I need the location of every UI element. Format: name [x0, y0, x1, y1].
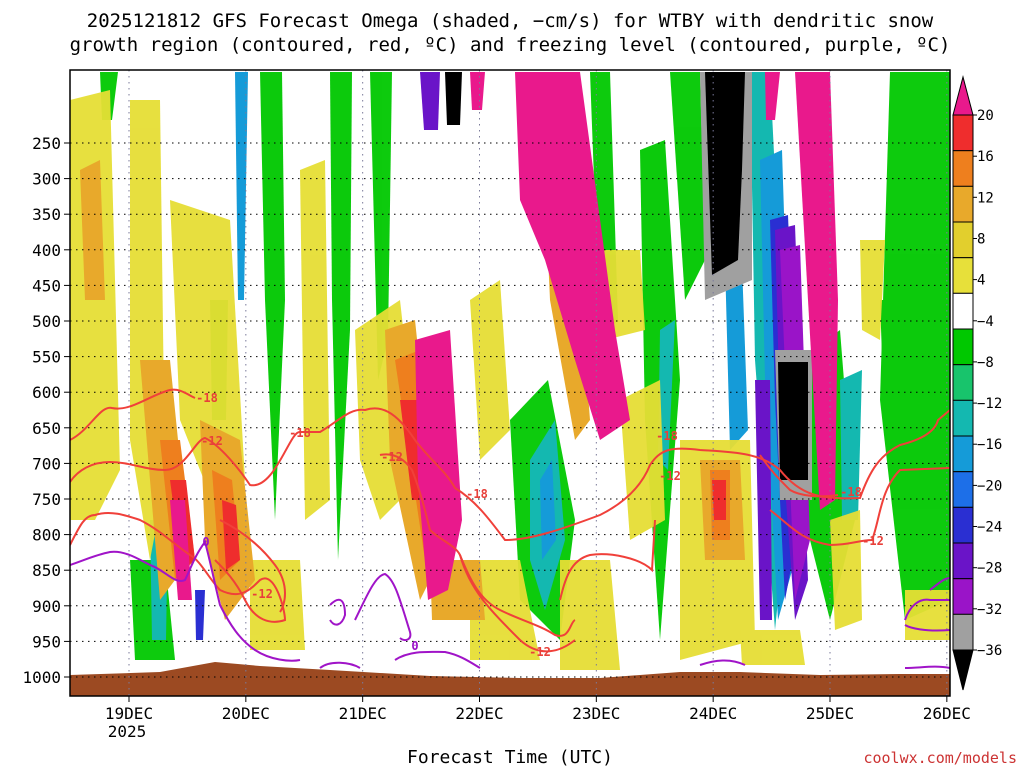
colorbar-label: 8	[977, 232, 985, 248]
dendritic-contour-label: -18	[656, 429, 678, 443]
dendritic-contours	[70, 388, 950, 653]
x-year-label: 2025	[108, 722, 147, 741]
colorbar-label: −4	[977, 314, 994, 330]
y-tick-label-500: 500	[32, 312, 61, 331]
colorbar-label: −12	[977, 396, 1002, 412]
colorbar-segment	[952, 542, 974, 580]
y-tick-label-850: 850	[32, 561, 61, 580]
colorbar-segment	[952, 292, 974, 330]
plot-frame	[69, 69, 951, 697]
dendritic-contour-label: -18	[289, 426, 311, 440]
dendritic-contour-label: -12	[251, 587, 273, 601]
freezing-contour-label: 0	[202, 535, 209, 549]
y-tick-label-900: 900	[32, 597, 61, 616]
dendritic-contour-label: -12	[529, 645, 551, 659]
y-tick-label-750: 750	[32, 490, 61, 509]
x-tick-label-24DEC: 24DEC	[689, 704, 737, 723]
dendritic-contour-label: -12	[381, 450, 403, 464]
y-tick-label-350: 350	[32, 205, 61, 224]
colorbar-segment	[952, 364, 974, 401]
x-tick-label-19DEC: 19DEC	[105, 704, 153, 723]
terrain-surface	[70, 662, 950, 696]
colorbar-segment	[952, 506, 974, 544]
dendritic-contour-label: -12	[862, 534, 884, 548]
dendritic-contour-label: -12	[659, 469, 681, 483]
x-tick-label-23DEC: 23DEC	[572, 704, 620, 723]
colorbar-segment	[952, 150, 974, 187]
colorbar-bottom-arrow	[952, 649, 974, 691]
chart-title-line2: growth region (contoured, red, ºC) and f…	[70, 34, 951, 56]
x-tick-label-25DEC: 25DEC	[806, 704, 854, 723]
colorbar-segment	[952, 399, 974, 437]
chart-title-line1: 2025121812 GFS Forecast Omega (shaded, −…	[87, 10, 934, 32]
y-axis-pressure: 250 300 350 400 450 500 550 600 650 700 750 800 850 9…	[22, 134, 70, 687]
colorbar-segment	[952, 613, 974, 651]
colorbar-label: 16	[977, 149, 994, 165]
colorbar-segment	[952, 257, 974, 294]
colorbar-top-arrow	[952, 75, 974, 116]
source-credit: coolwx.com/models	[863, 749, 1017, 767]
colorbar-label: 12	[977, 190, 994, 206]
y-tick-label-550: 550	[32, 348, 61, 367]
y-tick-label-450: 450	[32, 276, 61, 295]
y-tick-label-300: 300	[32, 170, 61, 189]
dendritic-contour-label: -12	[201, 434, 223, 448]
y-tick-label-700: 700	[32, 454, 61, 473]
y-tick-label-950: 950	[32, 632, 61, 651]
y-tick-label-650: 650	[32, 419, 61, 438]
colorbar-label: 20	[977, 108, 994, 124]
x-axis-title: Forecast Time (UTC)	[407, 747, 613, 768]
y-tick-label-250: 250	[32, 134, 61, 153]
x-tick-label-21DEC: 21DEC	[339, 704, 387, 723]
colorbar-segment	[952, 221, 974, 259]
colorbar-segment	[952, 435, 974, 473]
colorbar-segment	[952, 471, 974, 508]
y-tick-label-400: 400	[32, 241, 61, 260]
x-tick-label-26DEC: 26DEC	[923, 704, 971, 723]
freezing-level-contours	[70, 539, 950, 669]
pressure-gridlines	[70, 70, 950, 696]
omega-shading	[70, 72, 950, 696]
colorbar-label: 4	[977, 273, 985, 289]
y-tick-label-1000: 1000	[22, 668, 61, 687]
x-tick-label-20DEC: 20DEC	[222, 704, 270, 723]
colorbar-legend: 20 16 12 8 4 −4 −8 −12 −16 −20 −24 −28 −32 −36	[952, 75, 1002, 691]
colorbar-label: −36	[977, 643, 1002, 659]
dendritic-contour-label: -18	[196, 391, 218, 405]
contour-labels: -18 -12 -18 -12 -18 -12 -18 -12 -18 -12 -12 0 0	[196, 391, 884, 659]
x-tick-label-22DEC: 22DEC	[455, 704, 503, 723]
colorbar-label: −24	[977, 520, 1002, 536]
freezing-contour-label: 0	[411, 639, 418, 653]
dendritic-contour-label: -18	[466, 487, 488, 501]
colorbar-segment	[952, 578, 974, 615]
colorbar-label: −20	[977, 478, 1002, 494]
colorbar-segment	[952, 185, 974, 223]
colorbar-segment	[952, 114, 974, 152]
x-axis-time: 19DEC 20DEC 21DEC 22DEC 23DEC 24DEC 25DEC 26DEC	[105, 696, 971, 723]
colorbar-label: −32	[977, 602, 1002, 618]
colorbar-label: −8	[977, 355, 994, 371]
y-tick-label-600: 600	[32, 383, 61, 402]
colorbar-label: −28	[977, 561, 1002, 577]
colorbar-label: −16	[977, 437, 1002, 453]
dendritic-contour-label: -18	[840, 485, 862, 499]
y-tick-label-800: 800	[32, 526, 61, 545]
colorbar-segment	[952, 328, 974, 366]
